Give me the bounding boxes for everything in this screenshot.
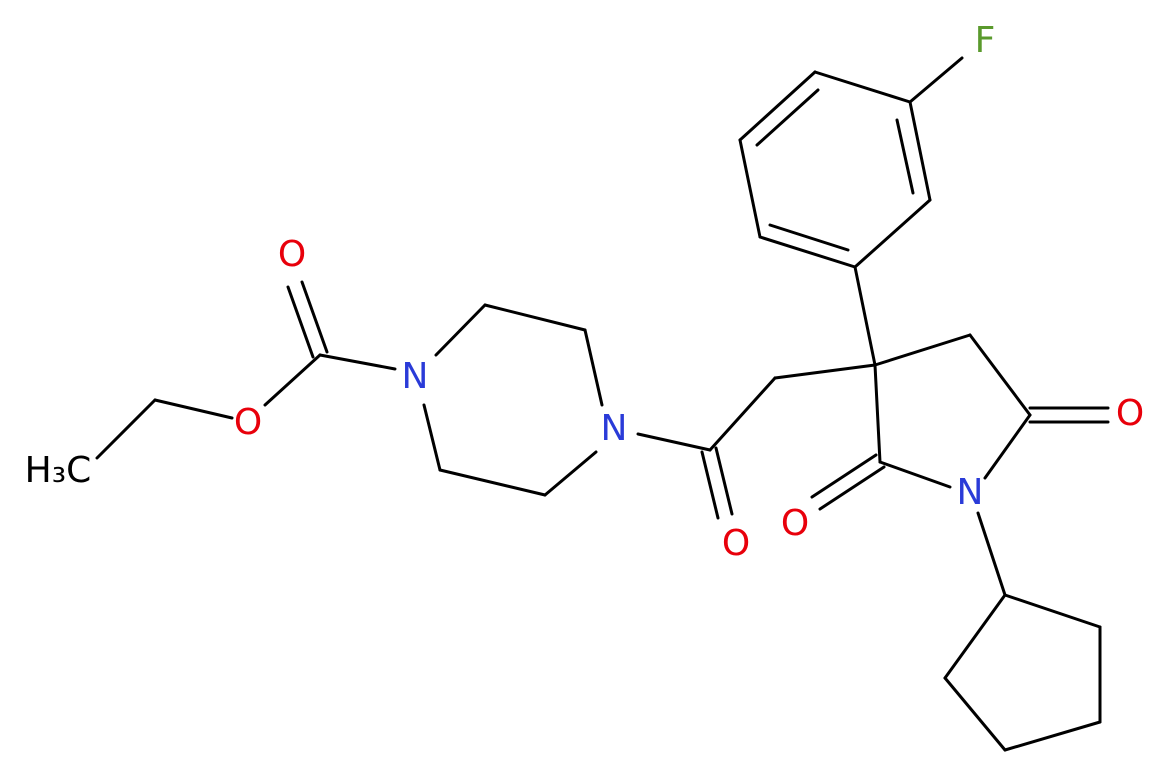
atom-label: N bbox=[402, 356, 429, 397]
atom-labels: F O O N N O N O O H₃C bbox=[25, 20, 1144, 564]
atom-label: N bbox=[957, 472, 984, 513]
atom-label: O bbox=[278, 234, 306, 275]
atom-label: O bbox=[1116, 393, 1144, 434]
atom-label: F bbox=[975, 20, 996, 61]
atom-label: O bbox=[722, 523, 750, 564]
atom-label: N bbox=[601, 408, 628, 449]
atom-label: O bbox=[234, 402, 262, 443]
atom-label: O bbox=[781, 503, 809, 544]
bonds bbox=[95, 56, 1110, 752]
atom-label: H₃C bbox=[25, 450, 92, 491]
